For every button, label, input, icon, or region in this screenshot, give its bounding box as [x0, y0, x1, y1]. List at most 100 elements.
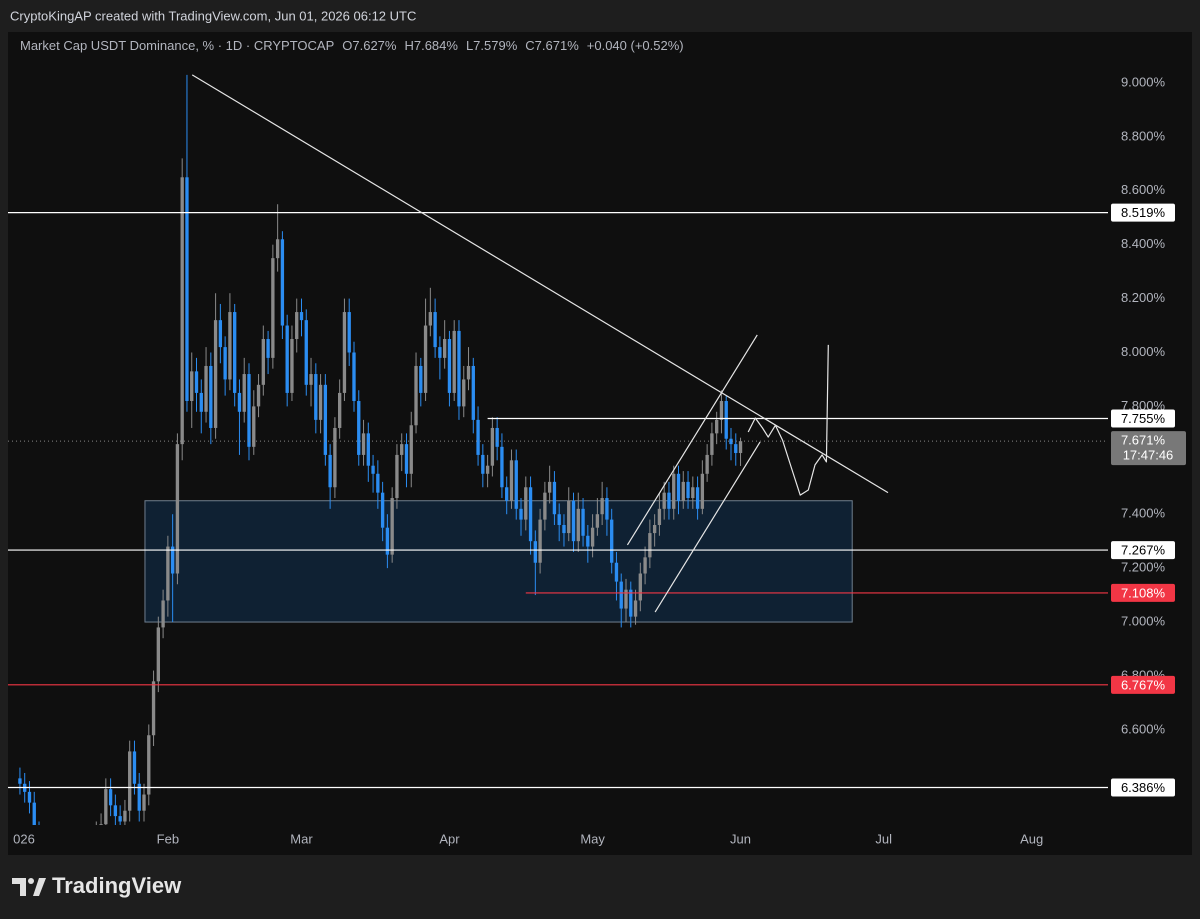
- trendline: [626, 334, 758, 546]
- candle-body: [428, 312, 433, 326]
- level-label-box: [1111, 541, 1175, 560]
- candle-body: [423, 325, 428, 393]
- candle-body: [586, 535, 590, 547]
- level-label-box: [1111, 583, 1175, 602]
- candle-body: [252, 406, 256, 447]
- candle-body: [113, 805, 118, 817]
- y-tick-label: 7.800%: [1121, 398, 1166, 413]
- candle-body: [194, 371, 199, 393]
- candle-body: [347, 312, 351, 353]
- candle-body: [366, 433, 370, 466]
- legend-value: L7.579%: [466, 38, 518, 53]
- candle-body: [18, 778, 22, 784]
- candle-body: [132, 751, 137, 784]
- candle-body: [519, 508, 523, 520]
- candle-body: [247, 374, 251, 447]
- candle-body: [571, 500, 576, 542]
- level-label-box: [1111, 203, 1175, 222]
- candle-body: [715, 419, 719, 434]
- x-tick-label: Feb: [157, 831, 179, 846]
- level-label: 6.767%: [1121, 677, 1166, 692]
- candle-body: [285, 325, 289, 393]
- candle-body: [686, 481, 690, 499]
- last-price-box: [1111, 431, 1186, 466]
- candle-body: [299, 312, 304, 321]
- candle-body: [385, 527, 390, 555]
- level-label-box: [1111, 409, 1175, 428]
- candle-body: [290, 339, 294, 393]
- candle-body: [333, 427, 337, 488]
- candle-body: [295, 312, 299, 340]
- candle-body: [357, 401, 361, 455]
- candle-body: [209, 365, 213, 428]
- legend-value: C7.671%: [525, 38, 579, 53]
- candle-body: [123, 810, 127, 822]
- candle-body: [395, 454, 399, 499]
- last-price-label: 7.671%: [1121, 433, 1166, 448]
- candle-body: [547, 481, 552, 493]
- candle-body: [462, 379, 466, 407]
- candle-body: [681, 481, 685, 501]
- candle-body: [557, 514, 561, 525]
- y-tick-label: 8.000%: [1121, 344, 1166, 359]
- candle-body: [662, 492, 666, 509]
- candle-body: [676, 473, 681, 501]
- candle-body: [27, 791, 32, 803]
- candle-body: [304, 320, 308, 385]
- candle-body: [213, 320, 218, 428]
- candle-body: [605, 498, 609, 520]
- candle-body: [624, 589, 628, 609]
- candle-body: [524, 487, 528, 520]
- candle-body: [466, 365, 471, 380]
- candle-body: [233, 312, 237, 393]
- candle-body: [223, 347, 227, 380]
- level-label: 7.108%: [1121, 585, 1166, 600]
- candle-body: [166, 546, 170, 601]
- y-tick-label: 8.800%: [1121, 128, 1166, 143]
- candle-body: [667, 492, 671, 509]
- candle-body: [108, 789, 113, 806]
- level-label-box: [1111, 675, 1175, 694]
- candle-body: [151, 681, 156, 736]
- candle-body: [514, 460, 518, 509]
- candle-body: [705, 454, 709, 474]
- candle-body: [600, 498, 604, 515]
- candle-body: [691, 487, 695, 499]
- x-tick-label: Aug: [1020, 831, 1043, 846]
- candle-body: [614, 562, 619, 582]
- candle-body: [104, 789, 108, 825]
- candle-body: [452, 330, 456, 393]
- candle-body: [242, 374, 246, 412]
- candle-body: [528, 487, 533, 542]
- candle-body: [338, 392, 342, 428]
- level-label: 7.267%: [1121, 543, 1166, 558]
- candle-body: [729, 438, 733, 445]
- candle-body: [118, 816, 122, 822]
- candle-body: [633, 600, 638, 617]
- y-tick-label: 7.200%: [1121, 560, 1166, 575]
- candle-body: [485, 465, 490, 474]
- candle-body: [409, 425, 413, 474]
- candle-body: [438, 347, 442, 358]
- candle-body: [481, 454, 485, 474]
- candle-body: [318, 384, 323, 420]
- candle-body: [199, 392, 203, 412]
- legend-value: H7.684%: [404, 38, 458, 53]
- level-label: 7.755%: [1121, 411, 1166, 426]
- candle-body: [218, 320, 223, 348]
- level-label: 8.519%: [1121, 205, 1166, 220]
- candle-body: [476, 419, 480, 455]
- candle-body: [309, 374, 313, 385]
- candle-body: [342, 312, 347, 393]
- candle-body: [638, 573, 642, 601]
- candle-body: [629, 589, 633, 617]
- brand-logo: [12, 878, 46, 896]
- candle-body: [538, 519, 542, 563]
- x-tick-label: Mar: [290, 831, 313, 846]
- candle-body: [643, 557, 647, 574]
- candle-body: [495, 427, 499, 447]
- legend-title: Market Cap USDT Dominance, % · 1D · CRYP…: [20, 38, 334, 53]
- candle-body: [361, 433, 366, 455]
- candle-body: [562, 524, 566, 534]
- candle-body: [271, 258, 275, 358]
